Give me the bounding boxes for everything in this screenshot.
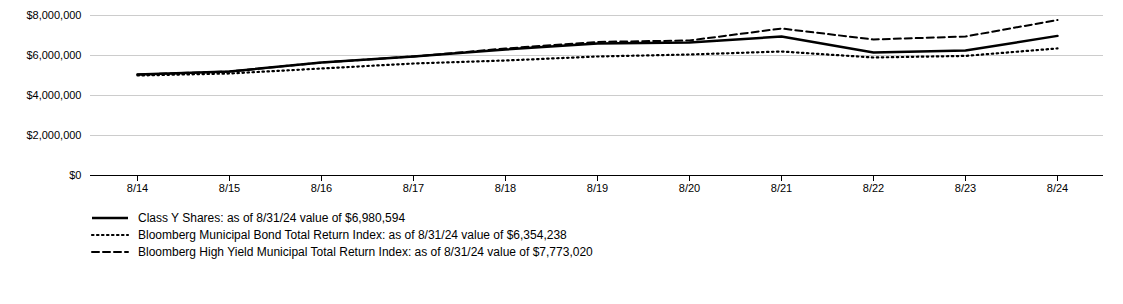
html-text:Bloomberg Municipal Bond Total: Bloomberg Municipal Bond Total Return In… <box>138 227 567 242</box>
svg-text:8/24: 8/24 <box>1047 182 1068 194</box>
svg-text:8/23: 8/23 <box>955 182 976 194</box>
svg-text:8/16: 8/16 <box>311 182 332 194</box>
svg-text:8/18: 8/18 <box>495 182 516 194</box>
svg-text:8/22: 8/22 <box>863 182 884 194</box>
svg-text:$4,000,000: $4,000,000 <box>26 89 81 101</box>
svg-text:$2,000,000: $2,000,000 <box>26 129 81 141</box>
svg-text:$8,000,000: $8,000,000 <box>26 9 81 21</box>
svg-text:8/19: 8/19 <box>587 182 608 194</box>
svg-text:8/15: 8/15 <box>219 182 240 194</box>
svg-text:8/20: 8/20 <box>679 182 700 194</box>
svg-text:8/14: 8/14 <box>127 182 148 194</box>
html-text:Bloomberg High Yield Municipal: Bloomberg High Yield Municipal Total Ret… <box>138 244 593 259</box>
svg-text:8/17: 8/17 <box>403 182 424 194</box>
html-text:Class Y Shares: as of 8/31/24: Class Y Shares: as of 8/31/24 value of $… <box>138 210 406 225</box>
svg-text:$0: $0 <box>69 169 81 181</box>
svg-text:$6,000,000: $6,000,000 <box>26 49 81 61</box>
svg-text:8/21: 8/21 <box>771 182 792 194</box>
